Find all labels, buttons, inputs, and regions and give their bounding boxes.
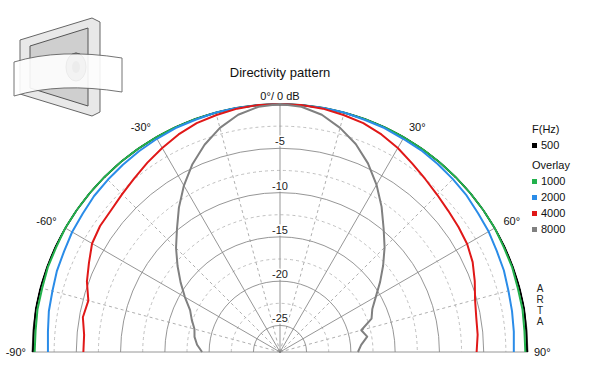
grid	[32, 104, 528, 353]
series-line	[35, 104, 526, 352]
radial-tick-label: -5	[275, 135, 285, 147]
legend-heading: Overlay	[532, 159, 570, 171]
plot-area	[33, 104, 527, 352]
radial-tick-label: -15	[272, 224, 288, 236]
legend-swatch	[532, 179, 537, 184]
grid-radial	[32, 352, 280, 353]
watermark: ARTA	[536, 283, 543, 327]
grid-radial	[156, 137, 280, 352]
radial-tick-label: -10	[272, 180, 288, 192]
angle-tick-label: -60°	[36, 215, 56, 227]
series-line	[83, 104, 478, 352]
legend-swatch	[532, 211, 537, 216]
legend-label: 1000	[541, 175, 565, 187]
legend-swatch	[532, 195, 537, 200]
angle-tick-label: 60°	[503, 215, 520, 227]
series-line	[176, 104, 385, 352]
legend-heading: F(Hz)	[532, 123, 560, 135]
grid-radial	[280, 352, 528, 353]
radial-labels: -25 -20 -15 -10 -5	[272, 135, 288, 324]
legend: F(Hz) 500 Overlay 1000 2000 4000 8000	[532, 123, 570, 235]
angle-tick-label: -30°	[131, 121, 151, 133]
legend-label: 8000	[541, 223, 565, 235]
angle-tick-label: 30°	[409, 121, 426, 133]
angle-tick-label: 90°	[534, 346, 551, 358]
angle-tick-label: 0°/ 0 dB	[260, 90, 299, 102]
minor-radial	[280, 177, 455, 352]
radial-tick-label: -25	[272, 312, 288, 324]
grid-radial	[65, 228, 280, 352]
legend-label: 2000	[541, 191, 565, 203]
center-point	[279, 351, 281, 353]
radial-tick-label: -20	[272, 268, 288, 280]
legend-swatch	[532, 143, 537, 148]
title: Directivity pattern	[230, 65, 330, 80]
angle-tick-label: -90°	[6, 346, 26, 358]
grid-radial	[280, 228, 495, 352]
minor-radial	[105, 177, 280, 352]
series-line	[33, 104, 527, 352]
icon-plane	[14, 54, 122, 96]
speaker-icon	[14, 18, 122, 116]
legend-swatch	[532, 227, 537, 232]
legend-label: 4000	[541, 207, 565, 219]
outer-frame	[32, 104, 528, 352]
legend-label: 500	[541, 139, 559, 151]
series-line	[48, 104, 514, 352]
chart: -25 -20 -15 -10 -5 -90° -60° -30° 0°/ 0 dB 30° 60°…	[0, 0, 608, 381]
